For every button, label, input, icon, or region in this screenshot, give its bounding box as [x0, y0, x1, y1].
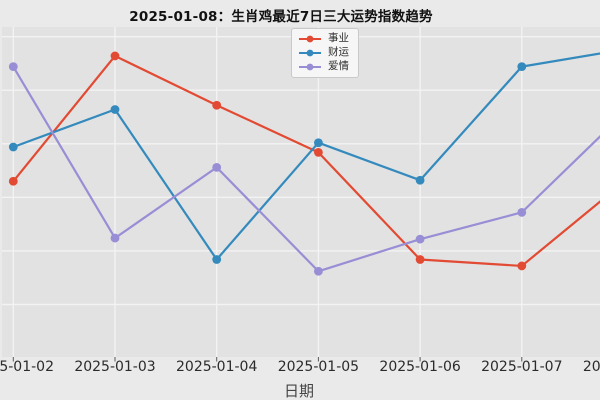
data-point-marker	[8, 176, 18, 186]
legend-item-label: 事业	[328, 32, 349, 45]
data-point-marker	[212, 162, 222, 172]
data-point-marker	[8, 142, 18, 152]
legend-item: 财运	[298, 46, 349, 59]
legend: 事业 财运 爱情	[291, 28, 359, 78]
legend-line-marker-icon	[299, 49, 321, 56]
data-point-marker	[415, 255, 425, 264]
data-point-marker	[517, 261, 527, 271]
data-point-marker	[415, 234, 425, 244]
data-point-marker	[314, 147, 323, 157]
data-point-marker	[212, 100, 222, 110]
legend-line-marker-icon	[299, 35, 321, 42]
data-point-marker	[314, 266, 323, 276]
legend-item-label: 爱情	[328, 60, 349, 73]
data-point-marker	[110, 105, 120, 114]
data-point-marker	[314, 138, 323, 148]
data-point-marker	[110, 233, 120, 243]
x-tick-label: 2025-01-05	[277, 359, 360, 375]
x-axis-label: 日期	[283, 382, 315, 400]
data-point-marker	[110, 51, 120, 61]
data-point-marker	[212, 255, 222, 264]
x-tick-label: 2025-01-06	[379, 359, 461, 375]
legend-item-label: 财运	[328, 46, 349, 59]
data-point-marker	[517, 62, 527, 72]
x-tick-label: 2025-01-04	[176, 359, 258, 375]
data-point-marker	[517, 207, 527, 217]
legend-item: 爱情	[298, 60, 349, 73]
data-point-marker	[415, 175, 425, 185]
x-tick-label: 2025-01-02	[0, 359, 54, 375]
x-tick-label: 2025-01-08	[582, 359, 600, 375]
legend-line-marker-icon	[299, 63, 321, 70]
x-tick-label: 2025-01-07	[481, 359, 563, 375]
x-tick-label: 2025-01-03	[74, 359, 156, 375]
legend-item: 事业	[298, 32, 349, 45]
data-point-marker	[8, 62, 18, 72]
chart-title: 2025-01-08：生肖鸡最近7日三大运势指数趋势	[129, 9, 433, 25]
